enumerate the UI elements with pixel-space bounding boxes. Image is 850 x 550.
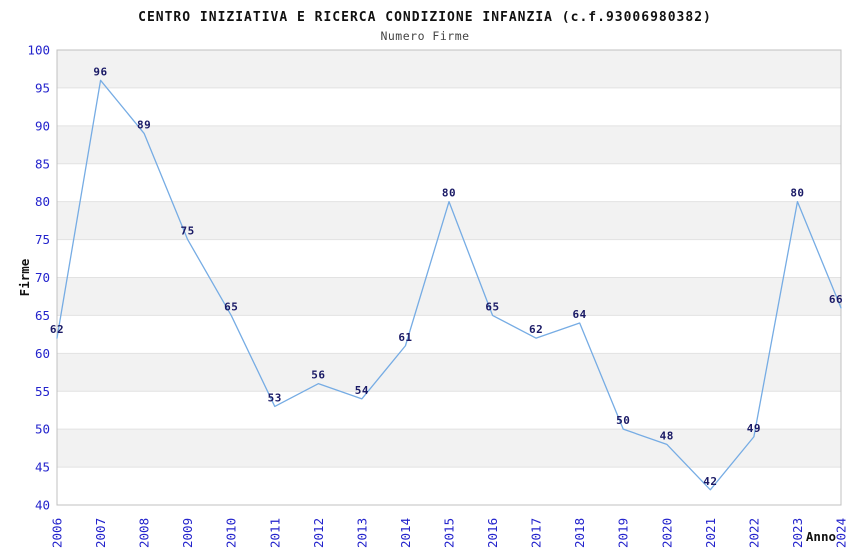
point-label: 65 <box>485 300 499 313</box>
y-tick-label: 60 <box>35 346 50 361</box>
x-tick-label: 2017 <box>529 518 544 548</box>
x-tick-label: 2014 <box>398 518 413 548</box>
point-label: 66 <box>829 293 843 306</box>
y-tick-label: 70 <box>35 270 50 285</box>
x-tick-label: 2008 <box>137 518 152 548</box>
x-tick-label: 2013 <box>354 518 369 548</box>
point-label: 56 <box>311 369 325 382</box>
grid-band <box>57 429 841 468</box>
axis-ticks: 40 45 50 55 60 65 70 75 80 85 90 95 100 2006 2007 2008 2… <box>27 43 848 549</box>
point-label: 42 <box>703 475 717 488</box>
gridlines <box>56 49 842 506</box>
grid-band <box>57 201 841 240</box>
x-tick-label: 2021 <box>703 518 718 548</box>
x-tick-label: 2011 <box>267 518 282 548</box>
point-label: 75 <box>181 225 195 238</box>
y-tick-label: 85 <box>35 156 50 171</box>
point-label: 65 <box>224 300 238 313</box>
point-label: 80 <box>442 187 456 200</box>
x-tick-label: 2009 <box>180 518 195 548</box>
x-tick-label: 2015 <box>442 518 457 548</box>
grid-band <box>57 50 841 88</box>
point-label: 96 <box>93 65 107 78</box>
x-tick-label: 2010 <box>224 518 239 548</box>
point-label: 54 <box>355 384 369 397</box>
y-tick-label: 80 <box>35 194 50 209</box>
point-label: 49 <box>747 422 761 435</box>
point-label: 53 <box>268 391 282 404</box>
point-label: 80 <box>790 187 804 200</box>
y-tick-label: 65 <box>35 308 50 323</box>
y-tick-label: 50 <box>35 422 50 437</box>
grid-bands <box>57 50 841 468</box>
point-label: 64 <box>573 308 587 321</box>
x-tick-label: 2019 <box>616 518 631 548</box>
point-label: 62 <box>529 323 543 336</box>
plot-frame <box>56 49 842 506</box>
y-tick-label: 40 <box>35 498 50 513</box>
chart-title: CENTRO INIZIATIVA E RICERCA CONDIZIONE I… <box>138 10 712 25</box>
x-tick-label: 2022 <box>746 518 761 548</box>
x-tick-label: 2012 <box>311 518 326 548</box>
y-tick-label: 90 <box>35 118 50 133</box>
x-tick-label: 2020 <box>659 518 674 548</box>
point-label: 62 <box>50 323 64 336</box>
x-tick-label: 2024 <box>834 518 849 548</box>
grid-band <box>57 353 841 392</box>
grid-band <box>57 277 841 316</box>
grid-band <box>57 125 841 164</box>
point-label: 48 <box>660 429 674 442</box>
y-tick-label: 55 <box>35 384 50 399</box>
x-tick-label: 2018 <box>572 518 587 548</box>
x-tick-label: 2016 <box>485 518 500 548</box>
x-tick-label: 2007 <box>93 518 108 548</box>
series-group: 62 96 89 75 65 53 56 54 61 80 65 62 64 50 48 42 49 80 66 <box>50 65 843 491</box>
point-label: 61 <box>398 331 412 344</box>
point-label: 89 <box>137 118 151 131</box>
y-tick-label: 95 <box>35 80 50 95</box>
point-label: 50 <box>616 414 630 427</box>
y-tick-label: 100 <box>27 43 50 58</box>
y-tick-label: 45 <box>35 460 50 475</box>
series-line <box>56 79 842 491</box>
x-tick-label: 2023 <box>790 518 805 548</box>
chart-subtitle: Numero Firme <box>380 29 469 43</box>
y-tick-label: 75 <box>35 232 50 247</box>
x-tick-label: 2006 <box>50 518 65 548</box>
y-axis-title: Firme <box>17 258 32 296</box>
x-axis-title: Anno <box>806 529 836 544</box>
